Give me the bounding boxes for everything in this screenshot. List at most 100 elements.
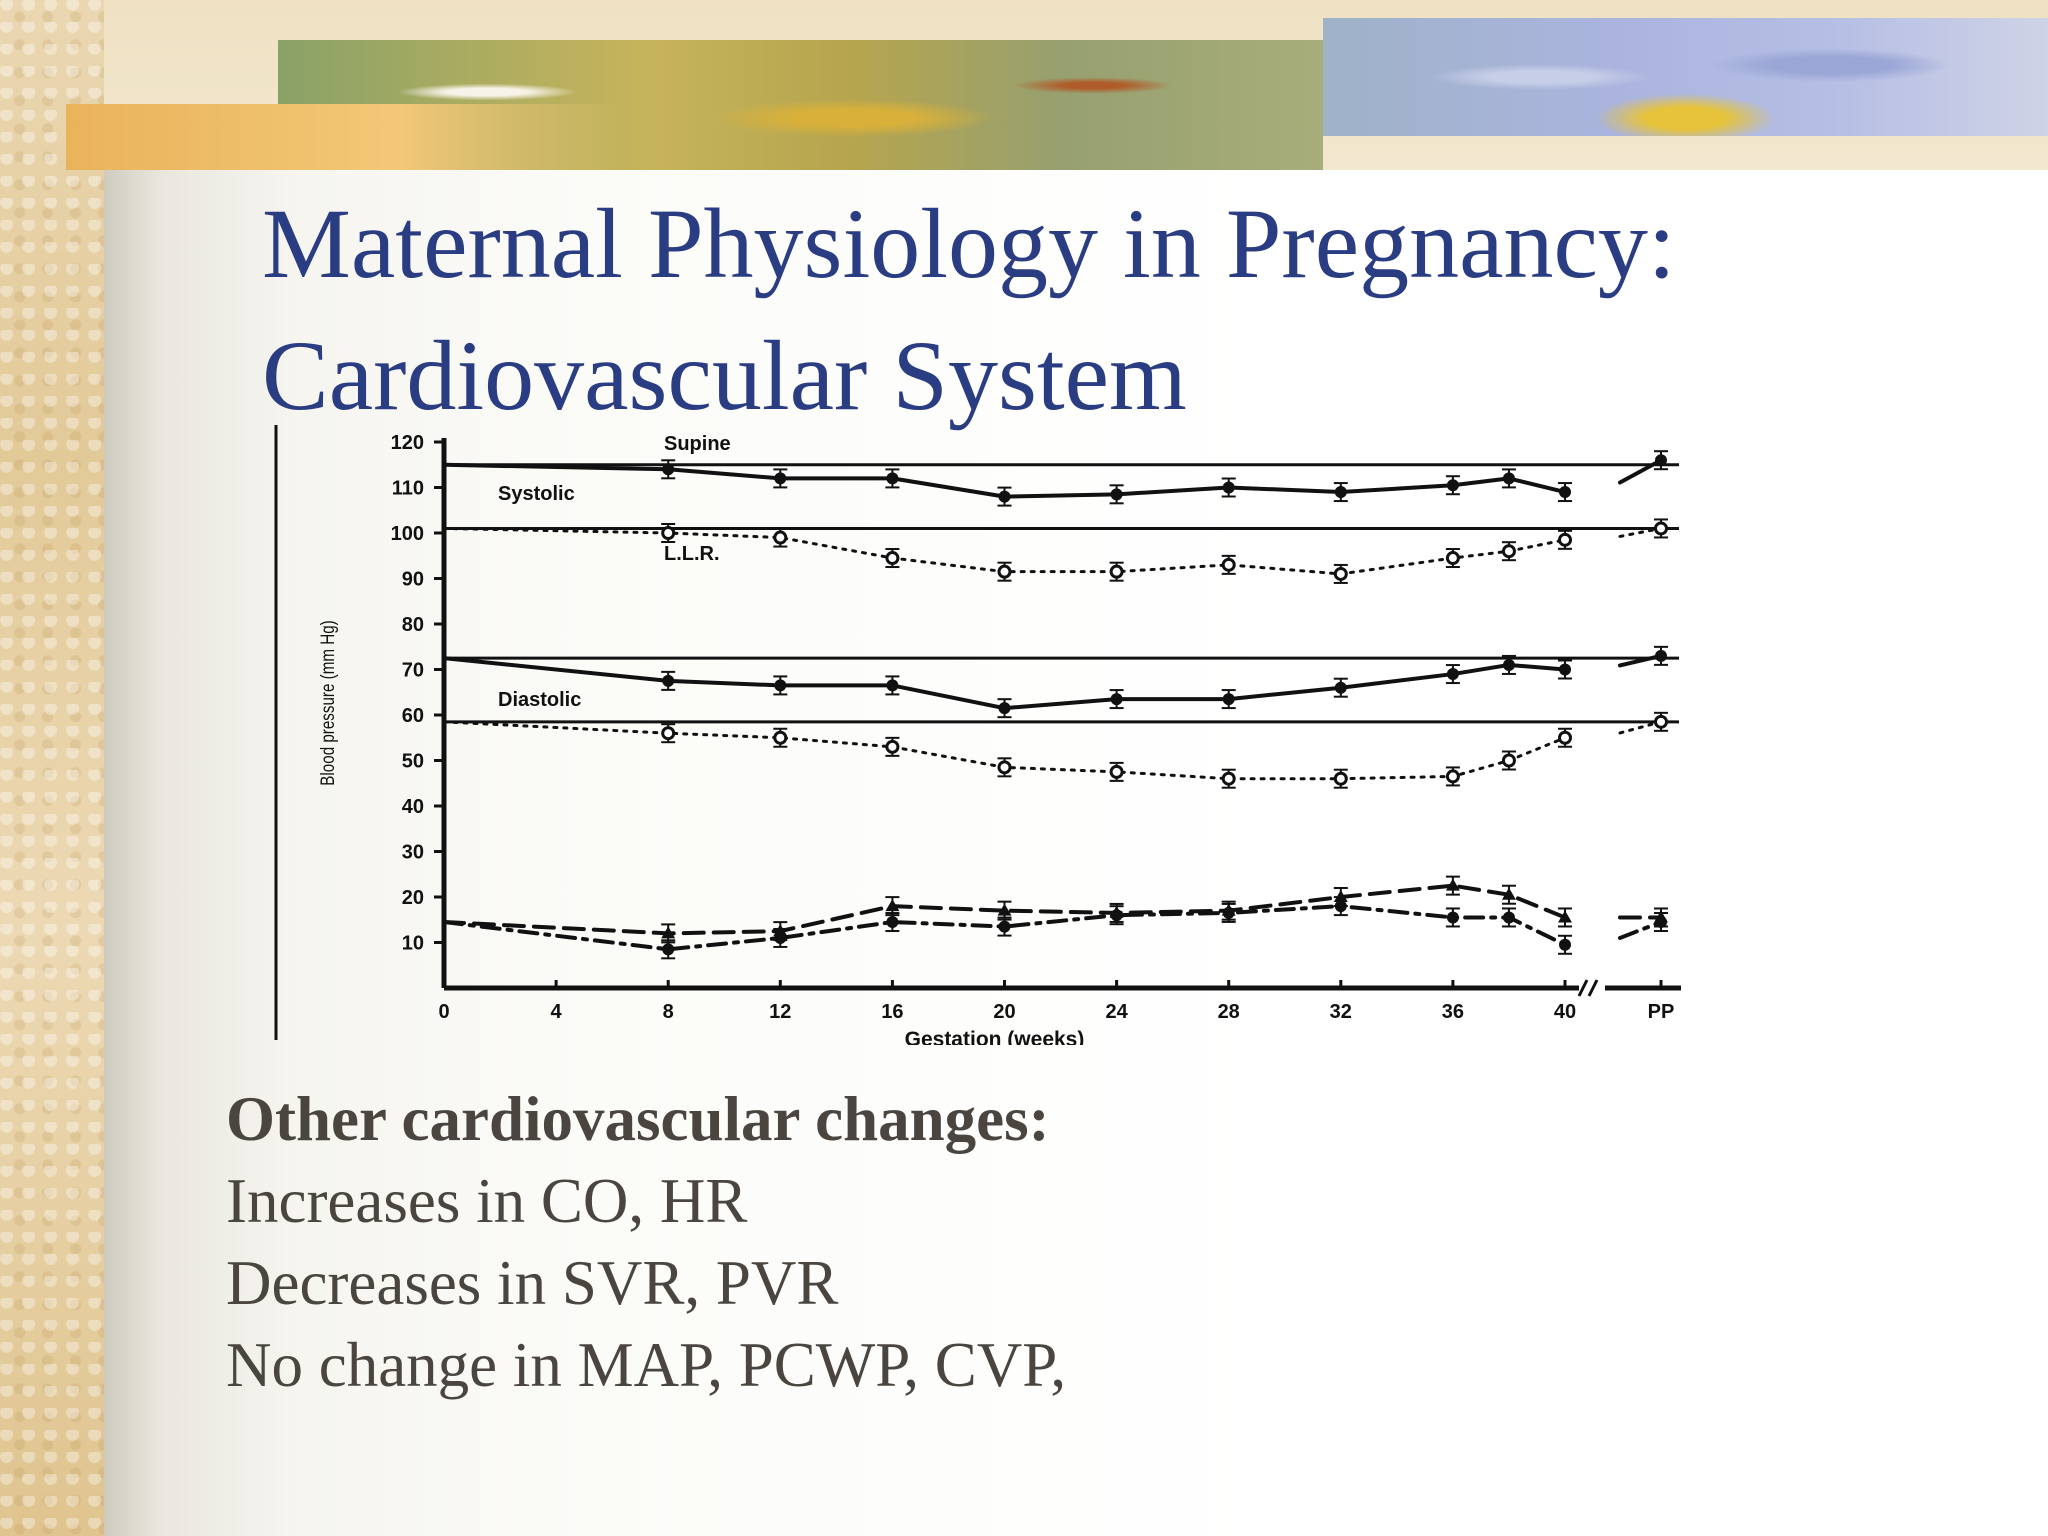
marker-filled-circle [774, 472, 787, 485]
series-data-point [1333, 677, 1348, 698]
x-tick-label: 16 [881, 1001, 903, 1023]
marker-open-circle [1445, 769, 1460, 784]
series-data-point [1221, 902, 1236, 923]
axis-break-mark [1577, 979, 1599, 997]
marker-filled-circle [1222, 693, 1235, 706]
y-tick-label: 80 [402, 614, 424, 636]
y-tick-label: 30 [402, 842, 424, 864]
marker-filled-circle [662, 463, 675, 476]
marker-open-circle [885, 551, 900, 566]
marker-open-circle [773, 730, 788, 745]
y-tick-label: 10 [402, 933, 424, 955]
series-data-point [1445, 907, 1460, 928]
note-line: No change in MAP, PCWP, CVP, [226, 1330, 1067, 1400]
series-data-point [1221, 554, 1236, 575]
series-data-point [1501, 468, 1516, 489]
left-textured-border [0, 0, 104, 1536]
series-data-point [1109, 761, 1124, 782]
marker-filled-circle [1655, 649, 1667, 662]
marker-filled-circle [662, 943, 675, 956]
slide-title-line-2: Cardiovascular System [262, 320, 1187, 431]
marker-filled-circle [1222, 481, 1235, 494]
series-data-point [1333, 482, 1348, 503]
x-tick-label: 40 [1554, 1001, 1576, 1023]
series-data-point [773, 675, 788, 696]
series-pp-point [1654, 645, 1668, 666]
series-data-point [997, 698, 1012, 719]
marker-filled-circle [886, 472, 899, 485]
marker-triangle [1333, 890, 1348, 902]
marker-open-circle [773, 530, 788, 545]
series-data-point [1445, 664, 1460, 685]
note-line: Increases in CO, HR [226, 1166, 748, 1236]
series-data-point [1558, 659, 1572, 680]
marker-open-circle [1654, 521, 1668, 536]
y-tick-label: 40 [402, 796, 424, 818]
series-data-point [1109, 905, 1124, 926]
x-tick-label: 28 [1218, 1001, 1240, 1023]
series-data-point [773, 468, 788, 489]
annotation-diastolic: Diastolic [498, 689, 581, 711]
y-axis-title: Blood pressure (mm Hg) [316, 620, 338, 785]
y-tick-label: 110 [392, 478, 424, 500]
y-tick-label: 70 [402, 660, 424, 682]
series-data-point [885, 736, 900, 757]
slide-title: Maternal Physiology in Pregnancy: Cardio… [262, 178, 2002, 442]
marker-filled-circle [1446, 911, 1459, 924]
series-pp-segment [1618, 458, 1663, 485]
series-data-point [661, 723, 676, 744]
series-pp-point [1654, 450, 1668, 471]
x-tick-label: 36 [1442, 1001, 1464, 1023]
series-data-point [1109, 561, 1124, 582]
marker-filled-circle [1334, 900, 1347, 913]
slide-content-panel [104, 170, 2048, 1536]
series-data-point [885, 912, 900, 933]
marker-filled-circle [886, 916, 899, 929]
marker-open-circle [997, 564, 1012, 579]
y-tick-label: 20 [402, 887, 424, 909]
annotation-llr: L.L.R. [664, 543, 720, 565]
series-data-point [1558, 934, 1572, 955]
marker-open-circle [1558, 730, 1572, 745]
marker-triangle [885, 899, 900, 912]
series-data-point [1501, 907, 1516, 928]
marker-open-circle [1654, 714, 1668, 729]
orange-banner-strip [66, 104, 626, 170]
series-pp-point [1654, 912, 1668, 933]
marker-filled-circle [1655, 916, 1667, 929]
series-data-point [1109, 484, 1124, 505]
series-data-point [885, 468, 900, 489]
series-data-point [1445, 475, 1460, 496]
marker-filled-circle [1502, 911, 1515, 924]
series-data-point [773, 727, 788, 748]
annotation-systolic: Systolic [498, 483, 575, 505]
x-tick-label: 12 [769, 1001, 791, 1023]
series-data-point [661, 523, 676, 543]
blood-pressure-chart: 10 20 30 40 50 60 70 80 90 100 110 120 0 4 8 12 16 20 24 28… [268, 420, 1704, 1045]
marker-filled-circle [886, 679, 899, 692]
marker-open-circle [1445, 551, 1460, 566]
marker-filled-circle [774, 931, 787, 944]
note-line: Decreases in SVR, PVR [226, 1248, 839, 1318]
series-data-point [1333, 768, 1348, 789]
marker-open-circle [1333, 771, 1348, 786]
series-pp-segment [1618, 920, 1663, 940]
series-pp-segment [1618, 653, 1663, 668]
marker-open-circle [1221, 771, 1236, 786]
x-tick-label: 20 [993, 1001, 1015, 1023]
series-data-point [1501, 750, 1516, 771]
marker-open-circle [1333, 566, 1348, 581]
y-tick-label: 90 [402, 569, 424, 591]
x-tick-label: 4 [551, 1001, 563, 1023]
marker-filled-circle [1446, 479, 1459, 492]
chart-svg: 10 20 30 40 50 60 70 80 90 100 110 120 0 4 8 12 16 20 24 28… [274, 425, 1681, 1045]
marker-open-circle [1501, 753, 1516, 768]
marker-filled-circle [998, 920, 1011, 933]
x-tick-label: 0 [438, 1001, 449, 1023]
marker-open-circle [997, 760, 1012, 775]
series-pp-point [1654, 711, 1668, 732]
marker-filled-circle [1110, 693, 1123, 706]
series-data-point [1445, 875, 1460, 896]
slide-title-line-1: Maternal Physiology in Pregnancy: [262, 188, 1676, 299]
marker-open-circle [885, 739, 900, 754]
